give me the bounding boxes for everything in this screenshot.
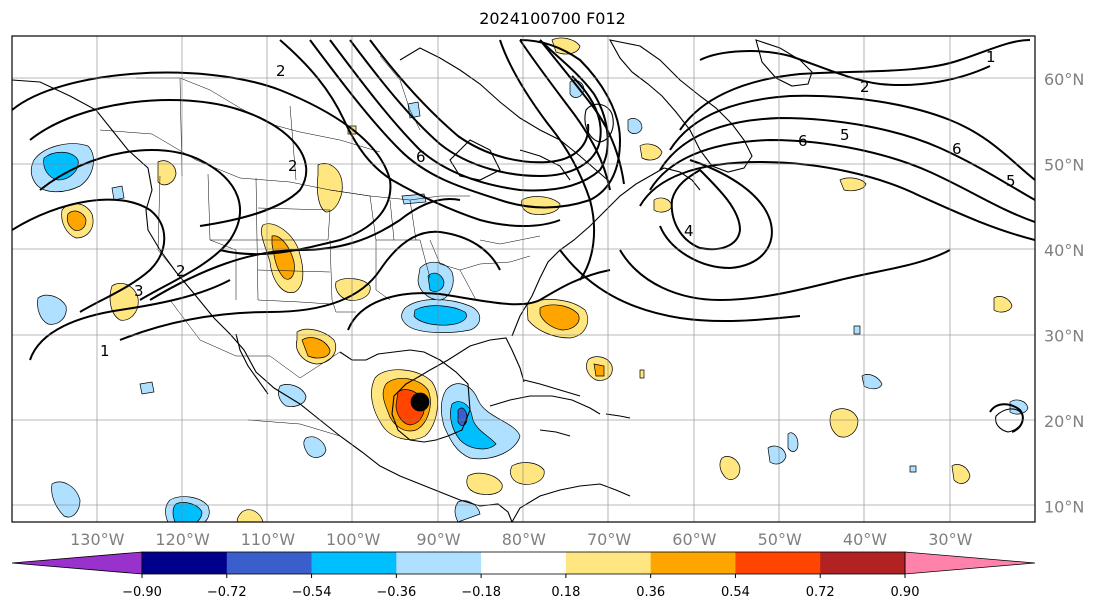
- colorbar-segment: [650, 552, 736, 574]
- colorbar-segment: [820, 552, 906, 574]
- colorbar: −0.90 −0.72 −0.54 −0.36 −0.18 0.18 0.36 0.54 0.7…: [11, 551, 1036, 600]
- contour-label: 5: [840, 126, 850, 144]
- contour-label: 2: [860, 78, 870, 96]
- map-panel: 2 6 2 2 3 1 6 5 6 5 4 2 1: [11, 35, 1036, 523]
- shaded-anomaly-regions: [30, 37, 1029, 522]
- colorbar-tick-label: 0.72: [806, 585, 835, 600]
- map-frame: [11, 35, 1036, 523]
- colorbar-frame: [141, 551, 906, 575]
- latitude-label: 40°N: [1044, 241, 1084, 260]
- colorbar-tick-label: −0.90: [122, 585, 162, 600]
- greenland-coastline: [608, 39, 753, 173]
- longitude-label: 90°W: [416, 530, 460, 549]
- map-background: [12, 36, 1035, 522]
- longitude-label: 120°W: [155, 530, 210, 549]
- latitude-label: 30°N: [1044, 326, 1084, 345]
- colorbar-segment: [565, 552, 652, 574]
- longitude-label: 50°W: [758, 530, 802, 549]
- contour-lines: [12, 39, 1035, 433]
- colorbar-segment: [311, 552, 397, 574]
- colorbar-segment: [481, 552, 567, 574]
- colorbar-tick-label: −0.72: [207, 585, 247, 600]
- longitude-label: 70°W: [587, 530, 631, 549]
- contour-label: 6: [416, 148, 426, 166]
- contour-label: 6: [952, 140, 962, 158]
- north-america-coastline: [12, 79, 513, 522]
- contour-label: 1: [986, 48, 996, 66]
- colorbar-tick-label: −0.54: [292, 585, 332, 600]
- longitude-label: 100°W: [326, 530, 381, 549]
- storm-center-marker: [410, 392, 430, 412]
- longitude-labels: 130°W 120°W 110°W 100°W 90°W 80°W 70°W 60°W 50°W…: [70, 530, 972, 549]
- colorbar-tick-label: 0.90: [891, 585, 920, 600]
- contour-label: 3: [134, 282, 144, 300]
- colorbar-tick-label: 0.54: [721, 585, 750, 600]
- contour-label: 1: [100, 342, 110, 360]
- longitude-label: 130°W: [70, 530, 125, 549]
- contour-label: 5: [1006, 172, 1016, 190]
- colorbar-tick-label: −0.18: [461, 585, 501, 600]
- contour-label: 6: [798, 132, 808, 150]
- colorbar-segment: [735, 552, 821, 574]
- colorbar-extension-low: [11, 551, 143, 575]
- contour-label: 2: [288, 157, 298, 175]
- contour-label: 2: [176, 262, 186, 280]
- contour-label-group: 2 6 2 2 3 1 6 5 6 5 4 2 1: [100, 48, 1016, 360]
- colorbar-tick-label: −0.36: [376, 585, 416, 600]
- latitude-label: 50°N: [1044, 155, 1084, 174]
- colorbar-tick-label: 0.18: [551, 585, 580, 600]
- colorbar-segment: [142, 552, 228, 574]
- contour-label: 4: [684, 222, 694, 240]
- latitude-labels: 60°N 50°N 40°N 30°N 20°N 10°N: [1044, 70, 1084, 517]
- longitude-label: 30°W: [928, 530, 972, 549]
- colorbar-extension-high: [904, 551, 1036, 575]
- graticule: [12, 36, 1035, 522]
- colorbar-tick-label: 0.36: [636, 585, 665, 600]
- colorbar-segment: [226, 552, 313, 574]
- longitude-label: 110°W: [241, 530, 296, 549]
- longitude-label: 60°W: [672, 530, 716, 549]
- coastlines: [12, 39, 1024, 522]
- latitude-label: 60°N: [1044, 70, 1084, 89]
- map-title: 2024100700 F012: [479, 9, 626, 28]
- latitude-label: 10°N: [1044, 497, 1084, 516]
- colorbar-segment: [396, 552, 482, 574]
- latitude-label: 20°N: [1044, 412, 1084, 431]
- longitude-label: 40°W: [843, 530, 887, 549]
- contour-label: 2: [276, 62, 286, 80]
- longitude-label: 80°W: [502, 530, 546, 549]
